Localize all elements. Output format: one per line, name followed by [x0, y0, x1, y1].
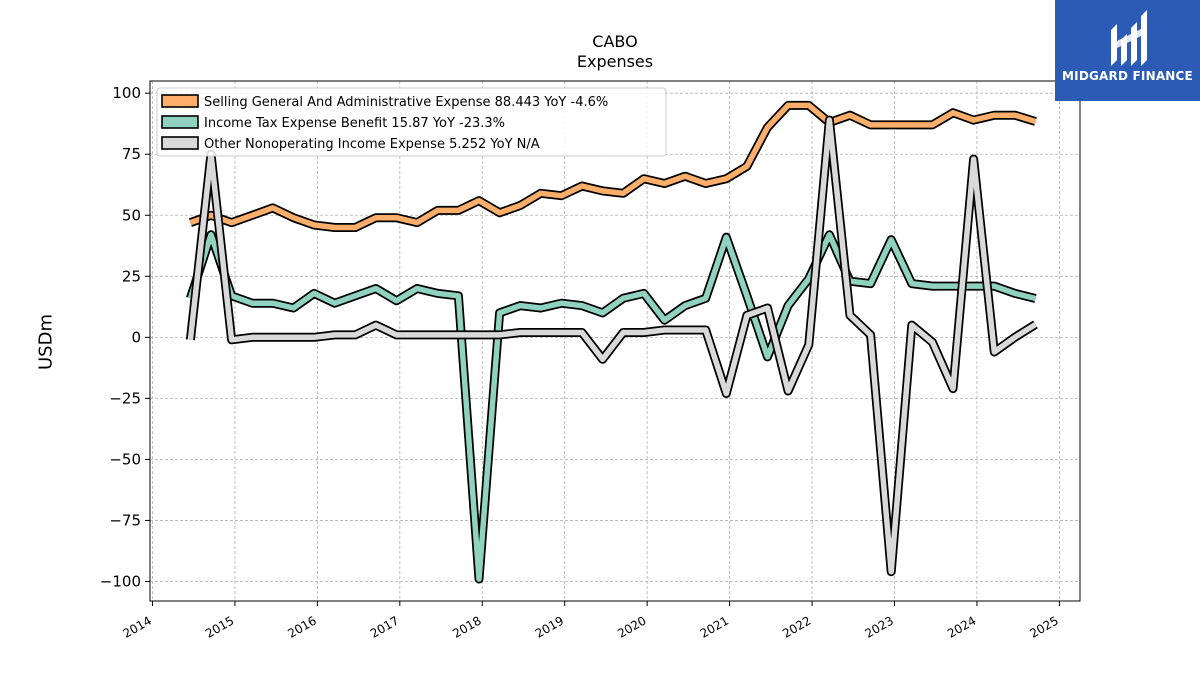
- legend-swatch: [161, 136, 199, 150]
- axes: 100 75 50 25 0 −25 −50 −75 −100 2014 2015 2016 2017 2…: [100, 84, 1061, 641]
- x-tick-label: 2022: [780, 613, 813, 640]
- x-tick-label: 2021: [698, 613, 731, 640]
- x-tick-label: 2019: [533, 613, 566, 640]
- legend-box: [156, 87, 667, 157]
- x-tick-label: 2018: [450, 613, 483, 640]
- y-tick-label: −75: [109, 511, 141, 529]
- legend-swatch: [161, 94, 199, 108]
- x-tick-label: 2017: [368, 613, 401, 640]
- series-stroke: [187, 117, 1037, 575]
- legend: Selling General And Administrative Expen…: [156, 87, 667, 157]
- y-tick-label: −100: [100, 572, 141, 590]
- brand-name: MIDGARD FINANCE: [1062, 69, 1193, 83]
- y-axis-label: USDm: [35, 314, 57, 370]
- y-tick-label: 50: [122, 206, 141, 224]
- x-tick-label: 2024: [945, 613, 978, 640]
- plot-frame: [149, 80, 1081, 602]
- series-stroke: [187, 232, 1037, 582]
- x-tick-label: 2020: [615, 613, 648, 640]
- series-line-1: [188, 100, 1037, 232]
- logo-mark-icon: [1111, 10, 1147, 66]
- x-tick-label: 2015: [203, 613, 236, 640]
- y-tick-label: −50: [109, 450, 141, 468]
- chart-subtitle: Expenses: [576, 52, 654, 71]
- series-stroke: [189, 102, 1037, 231]
- y-tick-label: −25: [109, 389, 141, 407]
- legend-entry: Income Tax Expense Benefit 15.87 YoY -23…: [204, 116, 505, 131]
- legend-entry: Other Nonoperating Income Expense 5.252 …: [204, 137, 540, 152]
- chart-title: CABO: [592, 32, 638, 51]
- y-tick-label: 25: [122, 267, 141, 285]
- series-lines: [185, 100, 1038, 584]
- y-tick-label: 100: [112, 84, 141, 102]
- series-line-3: [185, 115, 1038, 577]
- brand-logo: MIDGARD FINANCE: [1055, 0, 1200, 101]
- x-tick-label: 2025: [1027, 613, 1060, 640]
- y-tick-label: 75: [122, 145, 141, 163]
- x-tick-label: 2014: [121, 613, 154, 640]
- x-tick-label: 2023: [863, 613, 896, 640]
- legend-swatch: [161, 115, 199, 129]
- legend-entry: Selling General And Administrative Expen…: [204, 95, 608, 110]
- y-tick-label: 0: [131, 328, 141, 346]
- series-line-2: [186, 230, 1037, 584]
- x-tick-label: 2016: [285, 613, 318, 640]
